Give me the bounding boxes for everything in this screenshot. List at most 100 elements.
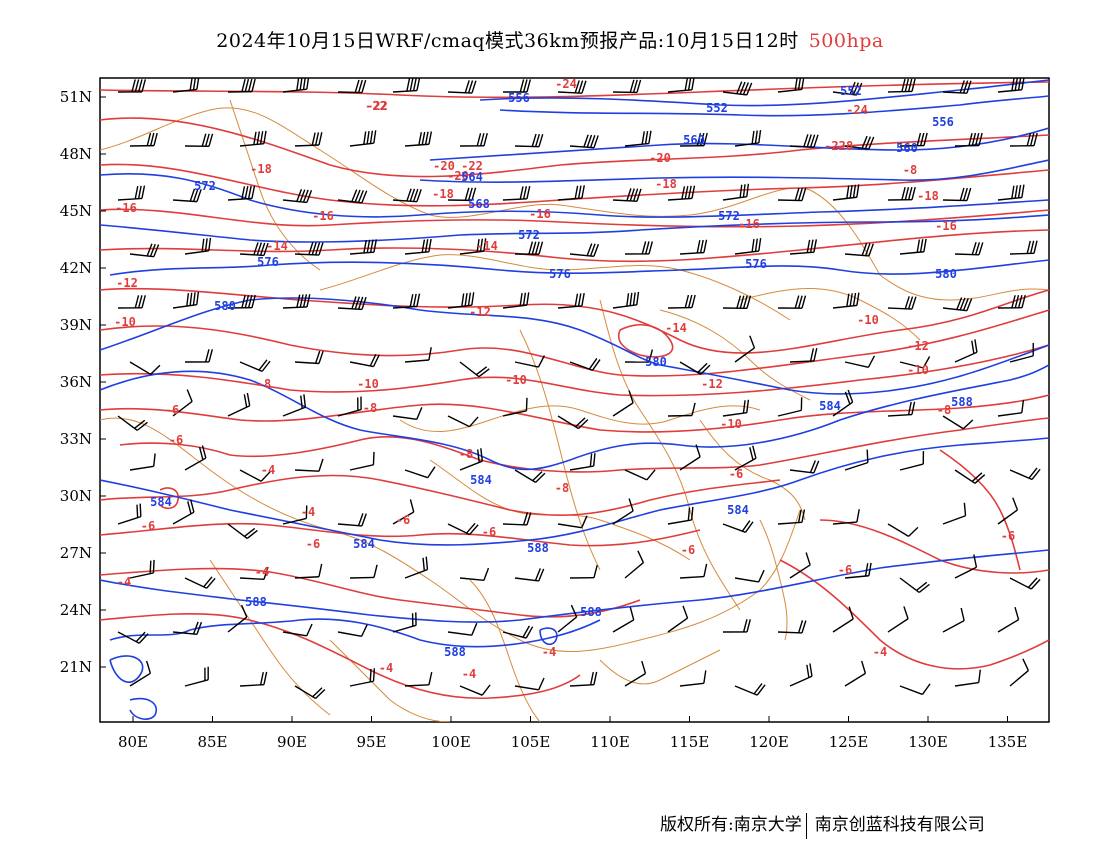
wind-barb bbox=[624, 550, 645, 579]
wind-barb bbox=[172, 389, 193, 417]
wind-barb bbox=[392, 407, 423, 421]
wind-barb bbox=[117, 631, 149, 644]
wind-barb bbox=[1009, 467, 1041, 481]
wind-barb bbox=[832, 292, 860, 309]
height-contours bbox=[100, 79, 1049, 720]
title-level: 500hpa bbox=[808, 30, 884, 52]
wind-barb bbox=[459, 567, 490, 582]
lat-tick-label: 51N bbox=[60, 88, 92, 106]
lon-tick-label: 125E bbox=[829, 733, 869, 751]
temperature-label: -4 bbox=[873, 645, 887, 659]
temperature-label: -12 bbox=[701, 377, 723, 391]
temperature-label: -12 bbox=[907, 339, 929, 353]
height-label: 584 bbox=[727, 503, 749, 517]
wind-barb bbox=[294, 458, 324, 472]
wind-barb bbox=[557, 80, 587, 94]
wind-barb bbox=[447, 80, 477, 94]
wind-barb bbox=[887, 78, 916, 93]
height-label: 588 bbox=[245, 595, 267, 609]
wind-barb bbox=[514, 469, 546, 483]
wind-barb bbox=[502, 625, 534, 639]
wind-barb bbox=[887, 523, 919, 537]
temperature-label: -10 bbox=[907, 363, 929, 377]
temperature-label: -18 bbox=[655, 177, 677, 191]
lat-tick-label: 39N bbox=[60, 316, 92, 334]
lon-tick-label: 80E bbox=[118, 733, 148, 751]
wind-barb bbox=[337, 79, 367, 94]
wind-barb bbox=[227, 78, 256, 93]
lat-tick-label: 45N bbox=[60, 202, 92, 220]
temperature-label: -6 bbox=[729, 467, 743, 481]
wind-barb bbox=[392, 499, 415, 525]
temperature-label: -12 bbox=[469, 305, 491, 319]
wind-barb bbox=[569, 134, 599, 149]
wind-barb bbox=[129, 243, 160, 258]
wind-barb bbox=[942, 187, 972, 202]
wind-barb bbox=[227, 392, 251, 417]
wind-barbs bbox=[117, 78, 1041, 700]
temperature-label: -24 bbox=[846, 103, 868, 117]
wind-barb bbox=[129, 132, 158, 147]
temperature-label: -24 bbox=[555, 77, 577, 91]
temperature-label: -6 bbox=[838, 563, 852, 577]
wind-barb bbox=[612, 291, 640, 309]
wind-barb bbox=[569, 671, 598, 687]
temperature-label: -8 bbox=[937, 403, 951, 417]
wind-barb bbox=[942, 297, 973, 312]
wind-barb bbox=[294, 350, 324, 365]
wind-barb bbox=[404, 556, 429, 579]
wind-barb bbox=[612, 607, 635, 633]
lon-tick-label: 95E bbox=[356, 733, 386, 751]
title-main: 2024年10月15日WRF/cmaq模式36km预报产品:10月15日12时 bbox=[216, 30, 799, 52]
height-label: 560 bbox=[683, 133, 705, 147]
wind-barb bbox=[777, 187, 807, 202]
wind-barb bbox=[392, 612, 417, 633]
temperature-label: -20 bbox=[649, 151, 671, 165]
wind-barb bbox=[612, 188, 642, 202]
wind-barb bbox=[294, 132, 323, 147]
temperature-label: -8 bbox=[363, 401, 377, 415]
temperature-label: -4 bbox=[301, 505, 315, 519]
wind-barb bbox=[954, 554, 978, 579]
wind-barb bbox=[184, 133, 214, 148]
wind-barb bbox=[569, 243, 600, 257]
wind-barb bbox=[502, 512, 532, 526]
wind-barb bbox=[722, 399, 750, 417]
temperature-label: -18 bbox=[432, 187, 454, 201]
wind-barb bbox=[667, 294, 696, 309]
wind-barb bbox=[844, 242, 874, 257]
wind-barb bbox=[349, 353, 380, 368]
wind-barb bbox=[624, 241, 654, 255]
temperature-label: -20 bbox=[447, 169, 469, 183]
wind-barb bbox=[184, 237, 212, 255]
wind-barb bbox=[789, 552, 811, 579]
wind-barb bbox=[129, 361, 161, 375]
temperature-label: -6 bbox=[482, 525, 496, 539]
wind-barb bbox=[349, 668, 376, 687]
temperature-label: -14 bbox=[266, 239, 288, 253]
temperature-label: -4 bbox=[261, 463, 275, 477]
wind-barb bbox=[942, 415, 974, 430]
wind-barb bbox=[172, 499, 195, 525]
lon-tick-label: 115E bbox=[670, 733, 710, 751]
lon-tick-label: 130E bbox=[908, 733, 948, 751]
wind-barb bbox=[612, 498, 634, 525]
wind-barb bbox=[184, 666, 209, 687]
wind-barb bbox=[887, 401, 916, 417]
wind-barb bbox=[722, 295, 752, 309]
wind-barb bbox=[557, 604, 578, 633]
wind-barb bbox=[777, 295, 807, 309]
temperature-label: -16 bbox=[115, 201, 137, 215]
wind-barb bbox=[667, 185, 696, 201]
wind-barb bbox=[734, 335, 756, 363]
wind-barb bbox=[557, 292, 585, 309]
temperature-label: -22 bbox=[461, 159, 483, 173]
lat-tick-label: 36N bbox=[60, 373, 92, 391]
wind-barb bbox=[349, 564, 378, 579]
wind-barb bbox=[557, 515, 588, 529]
wind-barb bbox=[447, 187, 477, 202]
wind-barb bbox=[172, 291, 200, 309]
height-contour-labels: 552 556 552 556 560 560 564 568 572 572 572 576 576 5… bbox=[150, 84, 973, 659]
wind-barb bbox=[349, 239, 378, 255]
height-label: 588 bbox=[527, 541, 549, 555]
